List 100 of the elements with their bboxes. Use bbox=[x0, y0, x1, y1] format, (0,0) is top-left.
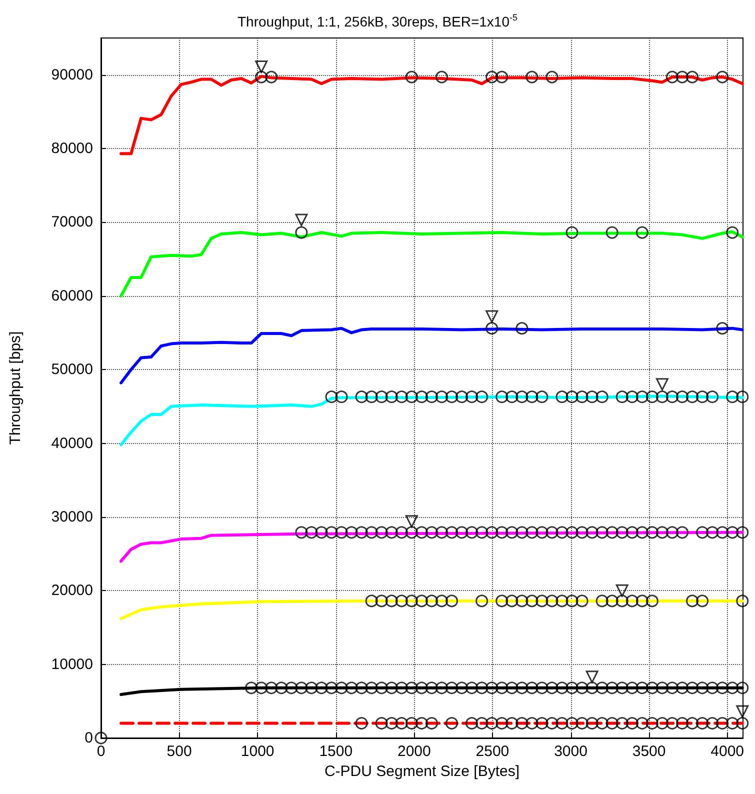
point bbox=[325, 390, 338, 404]
point bbox=[516, 682, 528, 694]
point bbox=[586, 670, 598, 684]
point bbox=[546, 717, 558, 730]
point bbox=[636, 682, 648, 694]
point bbox=[506, 717, 518, 730]
point bbox=[496, 682, 508, 694]
y-tick-label: 20000 bbox=[51, 582, 93, 600]
point bbox=[616, 526, 628, 539]
point bbox=[395, 594, 408, 608]
point bbox=[726, 526, 739, 539]
y-tick-label: 60000 bbox=[51, 287, 93, 304]
point bbox=[405, 526, 418, 539]
point bbox=[606, 594, 618, 608]
point bbox=[606, 682, 618, 694]
point bbox=[566, 717, 578, 730]
point bbox=[405, 390, 418, 404]
point bbox=[556, 526, 568, 539]
point bbox=[626, 390, 638, 404]
point bbox=[566, 682, 578, 694]
point bbox=[395, 717, 408, 730]
point bbox=[716, 682, 729, 694]
point bbox=[536, 717, 548, 730]
point bbox=[626, 717, 638, 730]
point bbox=[435, 682, 448, 694]
point bbox=[726, 390, 739, 404]
point bbox=[315, 682, 328, 694]
point bbox=[335, 682, 348, 694]
point bbox=[606, 526, 618, 539]
point bbox=[486, 310, 498, 323]
point bbox=[375, 717, 388, 730]
point bbox=[556, 717, 568, 730]
point bbox=[425, 717, 438, 730]
point bbox=[395, 526, 408, 539]
point bbox=[435, 594, 448, 608]
point bbox=[536, 594, 548, 608]
point bbox=[466, 717, 478, 730]
point bbox=[686, 70, 699, 84]
point bbox=[566, 526, 578, 539]
point bbox=[456, 390, 468, 404]
point bbox=[656, 526, 668, 539]
point bbox=[435, 526, 448, 539]
point bbox=[486, 526, 498, 539]
point bbox=[616, 682, 628, 694]
point bbox=[656, 717, 668, 730]
point bbox=[365, 594, 378, 608]
point bbox=[696, 682, 709, 694]
y-tick-label: 90000 bbox=[51, 66, 93, 84]
point bbox=[556, 594, 568, 608]
point bbox=[596, 717, 608, 730]
point bbox=[636, 526, 648, 539]
point bbox=[405, 515, 418, 528]
x-tick-label: 1500 bbox=[319, 743, 353, 760]
y-tick-label: 50000 bbox=[51, 361, 93, 378]
point bbox=[696, 390, 709, 404]
point bbox=[305, 526, 318, 539]
point bbox=[596, 682, 608, 694]
point bbox=[516, 717, 528, 730]
x-tick-label: 3000 bbox=[554, 743, 588, 760]
point bbox=[596, 390, 608, 404]
point bbox=[696, 526, 709, 539]
point bbox=[576, 717, 588, 730]
x-tick-label: 4000 bbox=[710, 743, 744, 760]
point bbox=[456, 682, 468, 694]
point bbox=[566, 226, 578, 239]
point bbox=[736, 594, 749, 608]
point bbox=[415, 526, 428, 539]
point bbox=[375, 682, 388, 694]
point bbox=[345, 682, 358, 694]
point bbox=[626, 594, 638, 608]
point bbox=[355, 717, 368, 730]
point bbox=[726, 717, 739, 730]
point bbox=[335, 526, 348, 539]
point bbox=[716, 526, 729, 539]
point bbox=[726, 226, 739, 239]
point bbox=[556, 682, 568, 694]
point bbox=[726, 682, 739, 694]
point bbox=[716, 70, 729, 84]
point bbox=[606, 717, 618, 730]
point bbox=[325, 682, 338, 694]
point bbox=[666, 717, 678, 730]
point bbox=[415, 594, 428, 608]
point bbox=[506, 682, 518, 694]
point bbox=[385, 526, 398, 539]
point bbox=[616, 390, 628, 404]
point bbox=[636, 390, 648, 404]
point bbox=[486, 322, 498, 335]
point bbox=[476, 717, 488, 730]
y-tick-label: 30000 bbox=[51, 508, 93, 526]
point bbox=[375, 526, 388, 539]
point bbox=[446, 390, 458, 404]
point bbox=[516, 322, 528, 335]
x-tick-label: 1000 bbox=[240, 743, 274, 760]
point bbox=[415, 390, 428, 404]
point bbox=[646, 526, 658, 539]
point bbox=[716, 322, 729, 335]
point bbox=[656, 682, 668, 694]
point bbox=[255, 70, 268, 84]
point bbox=[506, 526, 518, 539]
point bbox=[466, 526, 478, 539]
